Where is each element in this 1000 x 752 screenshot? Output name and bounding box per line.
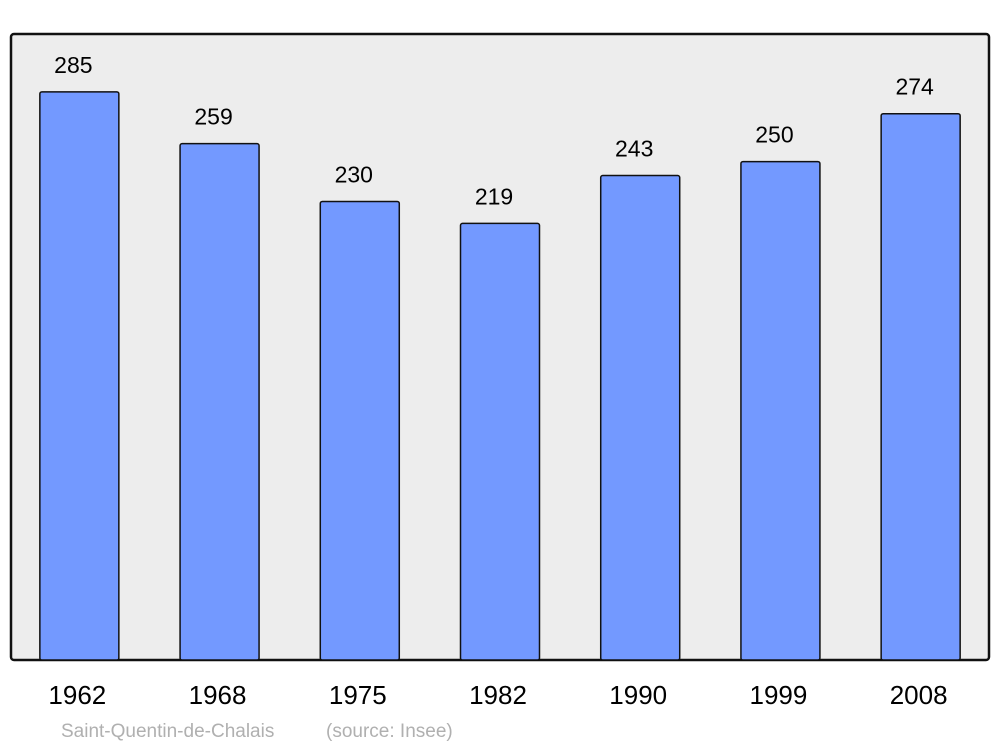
data-label-1968: 259 [194,104,232,130]
x-tick-label-1968: 1968 [189,680,247,710]
bar-1990 [599,174,681,661]
bar-1968 [179,142,260,661]
x-tick-label-1962: 1962 [48,680,106,710]
bar-1982 [459,222,541,661]
bar-1962 [39,91,120,661]
x-tick-label-1982: 1982 [469,680,527,710]
data-label-1999: 250 [755,122,793,148]
bar-1999 [740,160,821,661]
data-label-1975: 230 [335,161,373,187]
data-label-1962: 285 [54,52,92,78]
data-label-2008: 274 [895,74,934,100]
footer-source: (source: Insee) [326,721,453,742]
footer-place: Saint-Quentin-de-Chalais [61,721,274,742]
data-label-1982: 219 [475,183,513,209]
x-tick-label-1975: 1975 [329,680,387,710]
x-tick-label-2008: 2008 [890,680,948,710]
x-tick-label-1999: 1999 [750,680,808,710]
x-tick-label-1990: 1990 [609,680,667,710]
data-label-1990: 243 [615,136,653,162]
bar-2008 [880,112,961,661]
bar-1975 [319,200,401,661]
